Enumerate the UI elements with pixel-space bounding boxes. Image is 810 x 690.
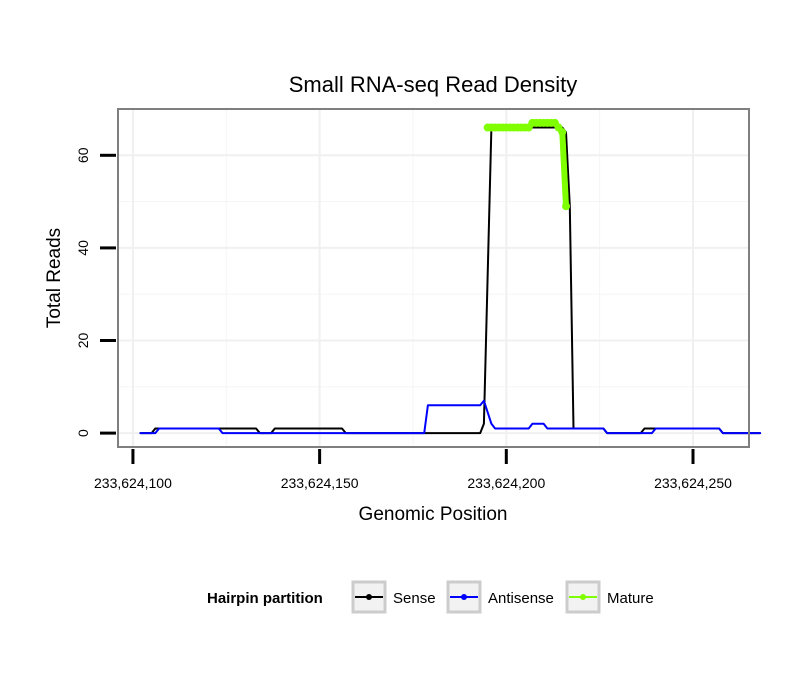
y-axis-title: Total Reads [44,228,65,328]
data-point-mature [562,202,571,211]
x-axis: 233,624,100 233,624,150 233,624,200 233,624… [94,449,732,491]
legend: Hairpin partition Sense Antisense Mature [207,580,654,614]
legend-point-sense [366,594,372,600]
grid [118,109,749,447]
plot-panel-border [117,108,750,448]
legend-label-antisense: Antisense [488,590,554,607]
chart-title: Small RNA-seq Read Density [289,72,578,97]
data-point-mature [558,128,567,137]
y-tick-label: 0 [75,429,91,437]
legend-title: Hairpin partition [207,590,323,607]
x-tick-label: 233,624,100 [94,475,172,491]
legend-item-sense: Sense [351,580,436,614]
y-tick-label: 60 [75,147,91,163]
legend-label-mature: Mature [607,590,654,607]
x-tick-label: 233,624,250 [654,475,732,491]
x-axis-title: Genomic Position [359,504,508,525]
legend-item-mature: Mature [565,580,654,614]
y-tick-label: 40 [75,240,91,256]
y-axis: 0 20 40 60 [75,147,116,437]
x-tick-label: 233,624,200 [467,475,545,491]
series-layer [139,118,762,435]
legend-label-sense: Sense [393,590,436,607]
legend-item-antisense: Antisense [446,580,554,614]
legend-point-mature [580,594,586,600]
x-tick-label: 233,624,150 [281,475,359,491]
series-line-antisense [139,399,762,435]
y-tick-label: 20 [75,333,91,349]
series-line-mature [484,119,569,210]
legend-point-antisense [461,594,467,600]
